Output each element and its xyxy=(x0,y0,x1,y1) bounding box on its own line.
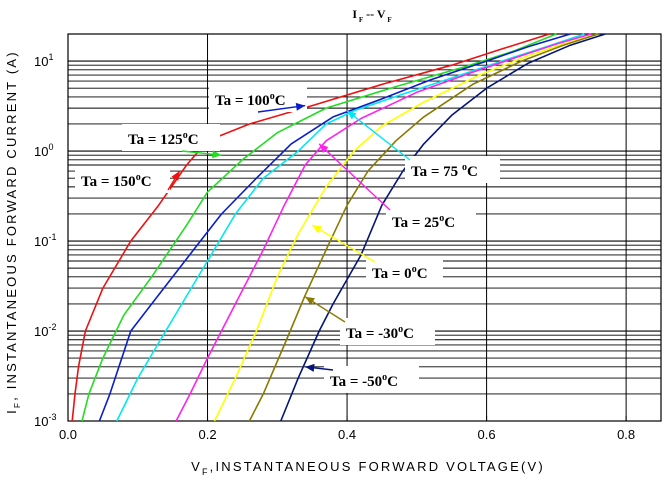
annotation-box xyxy=(386,207,476,234)
annotation-box xyxy=(122,124,220,151)
annotation-arrowhead xyxy=(312,225,322,234)
annotation-arrowhead xyxy=(305,296,315,306)
annotation-2: Ta = 125oC xyxy=(122,124,222,159)
plot-frame xyxy=(67,33,662,422)
y-axis-label: IF, INSTANTANEOUS FORWARD CURRENT (A) xyxy=(4,50,22,414)
annotation-label: Ta = -30oC xyxy=(346,324,414,342)
x-tick-label: 0.8 xyxy=(617,427,635,442)
annotation-arrowhead xyxy=(347,110,357,120)
annotations: Ta = 150oC Ta = 125oC Ta = 100oC Ta = 75 oC… xyxy=(75,85,500,393)
annotation-label: Ta = 100oC xyxy=(215,91,286,109)
annotation-arrowhead xyxy=(295,102,306,111)
x-ticks: 0.0 0.2 0.4 0.6 0.8 xyxy=(59,416,635,442)
annotation-arrowhead xyxy=(212,150,222,159)
annotation-label: Ta = 0oC xyxy=(372,264,428,282)
annotation-6: Ta = 0oC xyxy=(311,224,443,285)
annotation-arrow xyxy=(318,143,391,211)
annotation-box xyxy=(366,258,443,285)
series-line-4 xyxy=(116,33,585,422)
grid xyxy=(67,33,661,422)
series-group xyxy=(71,33,606,422)
annotation-label: Ta = 125oC xyxy=(128,130,199,148)
annotation-5: Ta = 25oC xyxy=(318,143,476,234)
x-tick-label: 0.4 xyxy=(338,427,356,442)
series-line-8 xyxy=(280,33,606,422)
annotation-8: Ta = -50oC xyxy=(305,363,419,393)
y-tick-label: 101 xyxy=(34,52,53,69)
y-tick-label: 10-2 xyxy=(34,322,56,339)
annotation-arrowhead xyxy=(171,171,180,181)
series-line-5 xyxy=(175,33,592,422)
annotation-box xyxy=(75,166,170,193)
annotation-3: Ta = 100oC xyxy=(209,85,307,113)
y-ticks: 10-3 10-2 10-1 100 101 xyxy=(34,52,56,429)
x-axis-label: VF,INSTANTANEOUS FORWARD VOLTAGE(V) xyxy=(191,459,545,477)
annotation-arrow xyxy=(311,224,376,263)
annotation-arrowhead xyxy=(305,363,315,372)
series-line-3 xyxy=(98,33,571,422)
x-tick-label: 0.6 xyxy=(478,427,496,442)
annotation-label: Ta = -50oC xyxy=(330,372,398,390)
annotation-label: Ta = 150oC xyxy=(81,172,152,190)
annotation-box xyxy=(340,318,435,345)
chart-title: I F -- V F xyxy=(352,7,391,24)
annotation-arrowhead xyxy=(319,143,329,154)
x-tick-label: 0.2 xyxy=(198,427,216,442)
x-tick-label: 0.0 xyxy=(59,427,77,442)
y-tick-label: 10-3 xyxy=(34,412,56,429)
y-tick-label: 10-1 xyxy=(34,232,56,249)
annotation-box xyxy=(405,156,500,183)
annotation-label: Ta = 25oC xyxy=(392,213,455,231)
series-line-2 xyxy=(81,33,557,422)
annotation-label: Ta = 75 oC xyxy=(411,162,478,180)
annotation-4: Ta = 75 oC xyxy=(346,110,500,183)
series-line-7 xyxy=(248,33,599,422)
annotation-box xyxy=(324,366,419,393)
y-tick-label: 100 xyxy=(34,142,53,159)
series-line-1 xyxy=(71,33,550,422)
annotation-1: Ta = 150oC xyxy=(75,166,181,193)
annotation-7: Ta = -30oC xyxy=(304,296,435,345)
annotation-arrow xyxy=(346,110,411,161)
series-line-6 xyxy=(213,33,599,422)
